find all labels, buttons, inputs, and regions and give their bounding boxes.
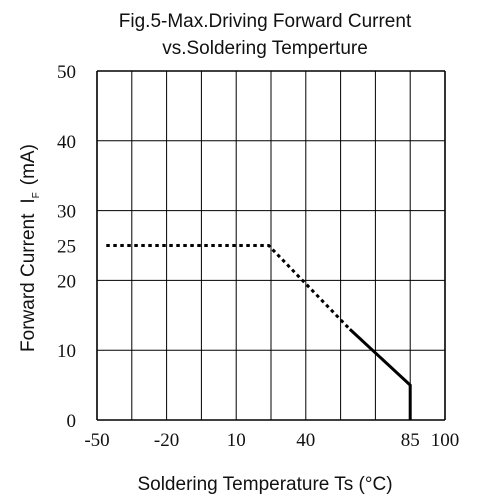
series-line-dotted	[106, 244, 351, 331]
x-axis-label: Soldering Temperature Ts (°C)	[137, 474, 392, 495]
y-tick-label: 25	[57, 237, 76, 258]
y-axis-label-symbol: I	[18, 198, 39, 203]
y-axis-label: Forward Current IF (mA)	[18, 144, 42, 352]
chart-title-line-1: Fig.5-Max.Driving Forward Current	[119, 11, 412, 32]
x-tick-label: 40	[296, 430, 315, 451]
grid	[96, 70, 446, 421]
x-tick-label: -50	[84, 430, 109, 451]
y-tick-label: 50	[57, 62, 76, 83]
series	[106, 244, 412, 420]
x-tick-label: 10	[227, 430, 246, 451]
svg-text:Forward CurrentIF(mA): Forward Current IF (mA)	[18, 144, 42, 352]
y-axis-label-subscript: F	[31, 192, 42, 198]
y-axis-label-main: Forward Current	[18, 213, 39, 352]
y-tick-label: 0	[67, 411, 77, 432]
y-tick-label: 40	[57, 132, 76, 153]
x-tick-label: 100	[431, 430, 460, 451]
y-tick-label: 20	[57, 271, 76, 292]
y-tick-label: 30	[57, 202, 76, 223]
chart-title-line-2: vs.Soldering Temperture	[162, 38, 368, 59]
x-tick-label: 85	[401, 430, 420, 451]
y-axis-label-unit: (mA)	[18, 144, 39, 185]
tick-labels: -50 -20 10 40 85 100 0 10 20 25 30 40 50	[57, 62, 459, 451]
x-tick-label: -20	[154, 430, 179, 451]
series-line-solid	[348, 328, 412, 420]
y-tick-label: 10	[57, 341, 76, 362]
